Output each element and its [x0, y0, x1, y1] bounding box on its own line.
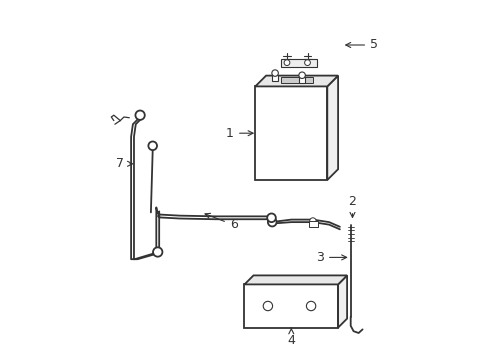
Polygon shape: [337, 275, 346, 328]
Polygon shape: [326, 76, 337, 180]
Text: 4: 4: [287, 328, 295, 347]
Text: 2: 2: [348, 195, 356, 217]
Text: 5: 5: [345, 39, 377, 51]
Circle shape: [309, 218, 316, 224]
Polygon shape: [255, 76, 337, 86]
Circle shape: [148, 141, 157, 150]
Bar: [255, 86, 326, 180]
Bar: [309, 221, 318, 227]
Circle shape: [263, 301, 272, 311]
Circle shape: [284, 60, 289, 66]
Circle shape: [298, 72, 305, 78]
Polygon shape: [244, 275, 346, 284]
Circle shape: [304, 60, 310, 66]
Text: 1: 1: [225, 127, 253, 140]
Text: 6: 6: [204, 213, 237, 231]
Circle shape: [267, 218, 276, 226]
Bar: [299, 77, 305, 83]
Circle shape: [266, 213, 275, 222]
Circle shape: [271, 70, 278, 76]
Circle shape: [306, 301, 315, 311]
Text: 3: 3: [316, 251, 346, 264]
Bar: [280, 59, 316, 67]
Circle shape: [135, 111, 144, 120]
Circle shape: [153, 247, 162, 257]
Bar: [280, 77, 312, 83]
Bar: [272, 75, 277, 81]
Text: 7: 7: [116, 157, 132, 170]
Bar: [244, 284, 337, 328]
